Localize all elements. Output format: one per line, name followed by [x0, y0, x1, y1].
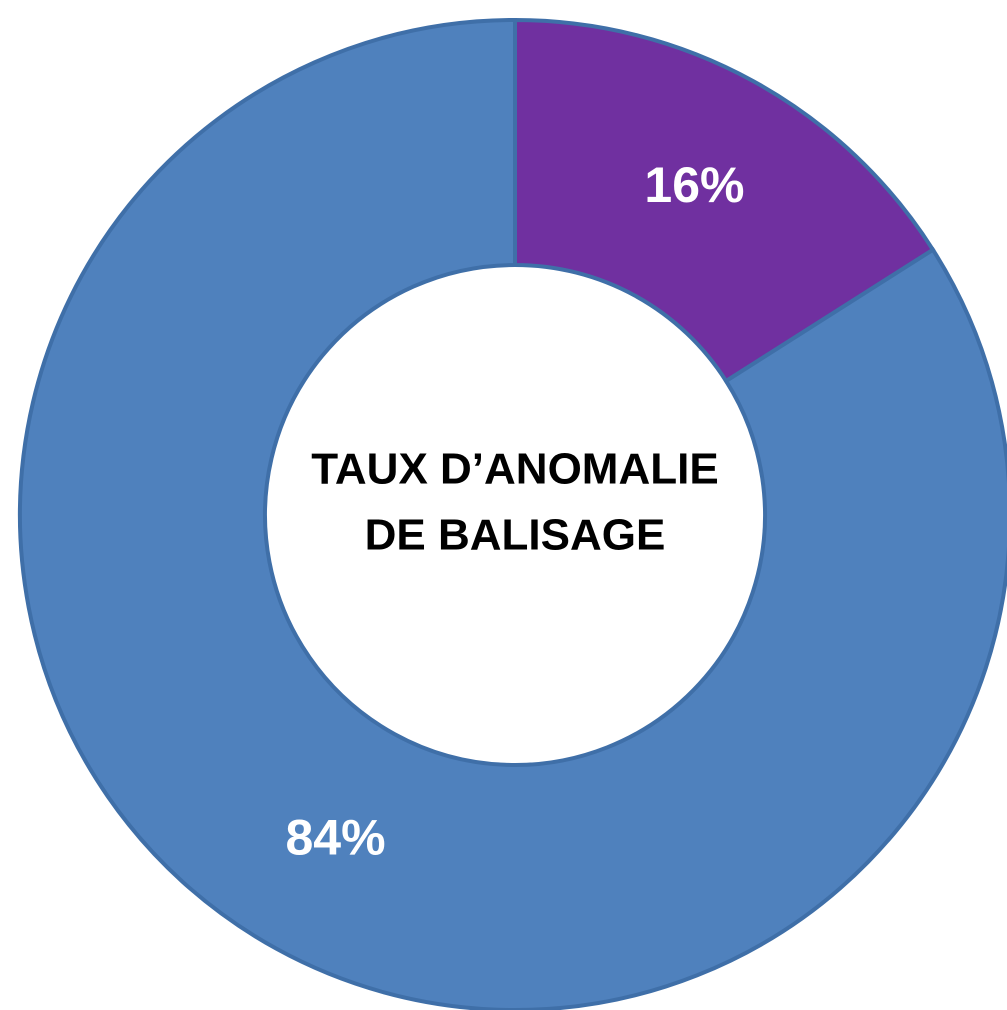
donut-slice: [18, 17, 1007, 1010]
value-label: 16%: [644, 157, 744, 213]
center-title: DE BALISAGE: [365, 511, 666, 560]
center-title: TAUX D’ANOMALIE: [311, 445, 718, 494]
value-label: 84%: [286, 810, 386, 866]
donut-slice: [513, 17, 936, 384]
